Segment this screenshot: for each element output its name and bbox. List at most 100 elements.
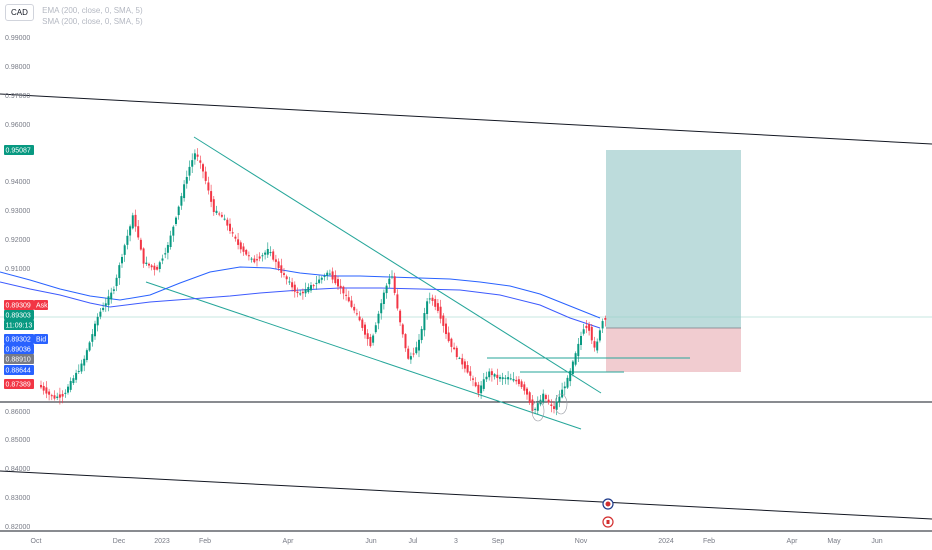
candle-body [369,336,372,347]
price-tag-side [34,334,48,344]
candle-body [102,307,105,311]
candle-body [515,379,518,382]
price-tick-label: 0.85000 [5,437,30,444]
candle-body [312,285,315,287]
candle-body [385,285,388,294]
candle-body [601,321,604,329]
time-tick-label: Apr [283,538,295,545]
candle-body [396,294,399,309]
candle-body [196,154,199,157]
candle-body [137,226,140,238]
price-tag [4,344,34,354]
swing-low-marker [554,393,568,415]
position-zones [606,150,741,372]
candle-body [569,370,572,382]
candle-body [561,389,564,398]
candle-body [345,294,348,296]
wedge-upper-trendline [193,136,602,394]
candle-body [434,299,437,307]
price-tick-label: 0.99000 [5,35,30,42]
price-tick-label: 0.93000 [5,208,30,215]
candle-body [596,341,599,351]
candle-body [56,396,59,398]
candle-body [490,371,493,376]
candle-body [237,239,240,245]
candle-body [447,332,450,342]
candle-body [72,378,75,384]
candle-body [64,392,67,394]
candle-body [409,356,412,360]
candle-body [75,372,78,380]
ema-200-line [0,266,601,319]
candle-body [488,371,491,378]
price-tick-label: 0.86000 [5,409,30,416]
price-tick-label: 0.91000 [5,266,30,273]
price-tick-label: 0.98000 [5,64,30,71]
candle-body [150,265,153,268]
candle-body [436,303,439,311]
candle-body [283,273,285,275]
candle-body [477,384,480,394]
candle-body [48,391,51,395]
candle-body [339,285,342,288]
candle-body [156,266,159,270]
candle-body [480,385,483,394]
annotation-marks [531,393,614,528]
symbol-button[interactable]: CAD [5,4,34,21]
candle-body [542,393,545,402]
position-target-zone [606,150,741,328]
candle-body [191,160,194,167]
candle-body [598,330,601,341]
candle-body [523,384,526,391]
candle-body [472,378,474,380]
candle-body [412,353,415,355]
candle-body [507,377,510,380]
price-tag [4,354,34,364]
price-tick-label: 0.97000 [5,93,30,100]
candle-body [485,376,488,380]
candle-body [245,249,248,255]
candle-body [585,325,588,329]
time-tick-label: 2024 [658,538,674,545]
candle-body [393,276,396,293]
candle-body [148,263,150,266]
candle-body [353,306,356,311]
candle-body [129,226,132,236]
candle-body [450,338,453,347]
candle-body [326,272,329,276]
candle-body [307,287,310,293]
price-tag-label: 0.89303 [6,313,31,320]
candle-body [266,249,269,255]
time-tick-label: Jul [409,538,418,545]
candle-body [323,275,326,277]
time-tick-label: Nov [575,538,588,545]
candle-body [280,265,283,273]
candle-body [223,218,226,220]
candle-body [110,292,113,300]
price-tick-label: 0.84000 [5,466,30,473]
candle-body [91,334,94,342]
price-axis: 0.99000 0.98000 0.97000 0.96000 0.94000 0.930… [5,35,30,531]
candle-body [104,303,107,306]
candle-body [285,276,288,280]
time-tick-label: Feb [199,538,211,545]
candle-body [426,301,429,315]
price-tag-label: 0.95087 [6,148,31,155]
candle-body [517,379,520,385]
price-tick-label: 0.92000 [5,237,30,244]
time-axis: Oct Dec 2023 Feb Apr Jun Jul 3 Sep Nov 2024 Feb Apr M… [31,538,883,545]
candle-body [566,377,569,388]
candle-body [183,184,186,199]
candle-body [420,328,423,341]
candle-body [512,379,515,381]
candle-body [496,374,499,379]
candle-body [88,342,91,351]
candle-body [50,395,53,397]
candle-body [250,258,253,260]
candle-body [310,285,312,291]
candle-body [112,289,115,291]
candle-body [588,324,591,331]
candle-body [234,236,237,239]
candle-body [574,353,577,365]
